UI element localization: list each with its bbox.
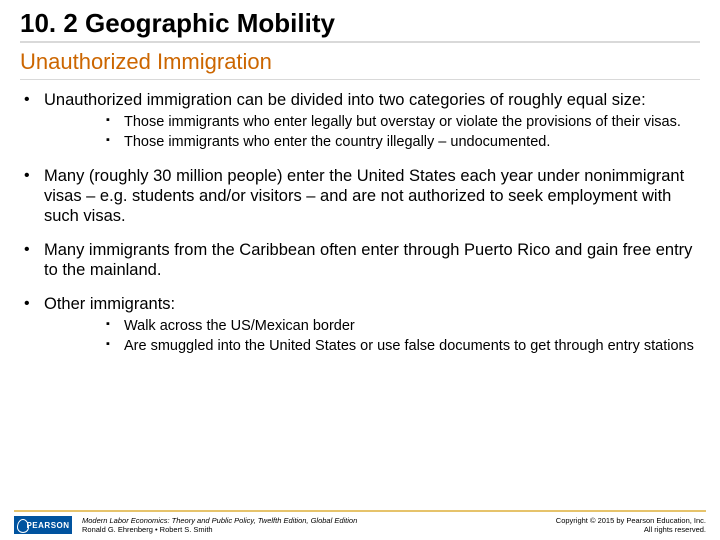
content-area: Unauthorized immigration can be divided … bbox=[20, 90, 700, 356]
footer-left: PEARSON Modern Labor Economics: Theory a… bbox=[14, 516, 357, 534]
footer-authors: Ronald G. Ehrenberg • Robert S. Smith bbox=[82, 525, 357, 534]
pearson-logo: PEARSON bbox=[14, 516, 72, 534]
slide: 10. 2 Geographic Mobility Unauthorized I… bbox=[0, 0, 720, 540]
footer-copyright-line2: All rights reserved. bbox=[556, 525, 706, 534]
footer: PEARSON Modern Labor Economics: Theory a… bbox=[0, 510, 720, 534]
bullet-1: Unauthorized immigration can be divided … bbox=[20, 90, 700, 152]
footer-rule bbox=[14, 510, 706, 512]
bullet-4: Other immigrants: Walk across the US/Mex… bbox=[20, 294, 700, 356]
bullet-1-sub-2: Those immigrants who enter the country i… bbox=[106, 134, 700, 152]
bullet-1-text: Unauthorized immigration can be divided … bbox=[44, 91, 646, 109]
footer-book-info: Modern Labor Economics: Theory and Publi… bbox=[82, 516, 357, 534]
title-rule bbox=[20, 41, 700, 43]
bullet-1-sublist: Those immigrants who enter legally but o… bbox=[106, 114, 700, 151]
subtitle-rule bbox=[20, 79, 700, 80]
bullet-3: Many immigrants from the Caribbean often… bbox=[20, 240, 700, 280]
bullet-2: Many (roughly 30 million people) enter t… bbox=[20, 166, 700, 226]
footer-book-title: Modern Labor Economics: Theory and Publi… bbox=[82, 516, 357, 525]
bullet-4-sub-1: Walk across the US/Mexican border bbox=[106, 318, 700, 336]
footer-row: PEARSON Modern Labor Economics: Theory a… bbox=[14, 516, 706, 534]
bullet-4-sub-2: Are smuggled into the United States or u… bbox=[106, 338, 700, 356]
pearson-logo-text: PEARSON bbox=[26, 521, 69, 530]
footer-copyright-line1: Copyright © 2015 by Pearson Education, I… bbox=[556, 516, 706, 525]
footer-copyright: Copyright © 2015 by Pearson Education, I… bbox=[556, 516, 706, 534]
bullet-2-text: Many (roughly 30 million people) enter t… bbox=[44, 167, 684, 225]
slide-subtitle: Unauthorized Immigration bbox=[20, 49, 700, 75]
bullet-4-sublist: Walk across the US/Mexican border Are sm… bbox=[106, 318, 700, 355]
slide-title: 10. 2 Geographic Mobility bbox=[20, 8, 700, 39]
bullet-3-text: Many immigrants from the Caribbean often… bbox=[44, 241, 692, 279]
bullet-4-text: Other immigrants: bbox=[44, 295, 175, 313]
bullet-1-sub-1: Those immigrants who enter legally but o… bbox=[106, 114, 700, 132]
